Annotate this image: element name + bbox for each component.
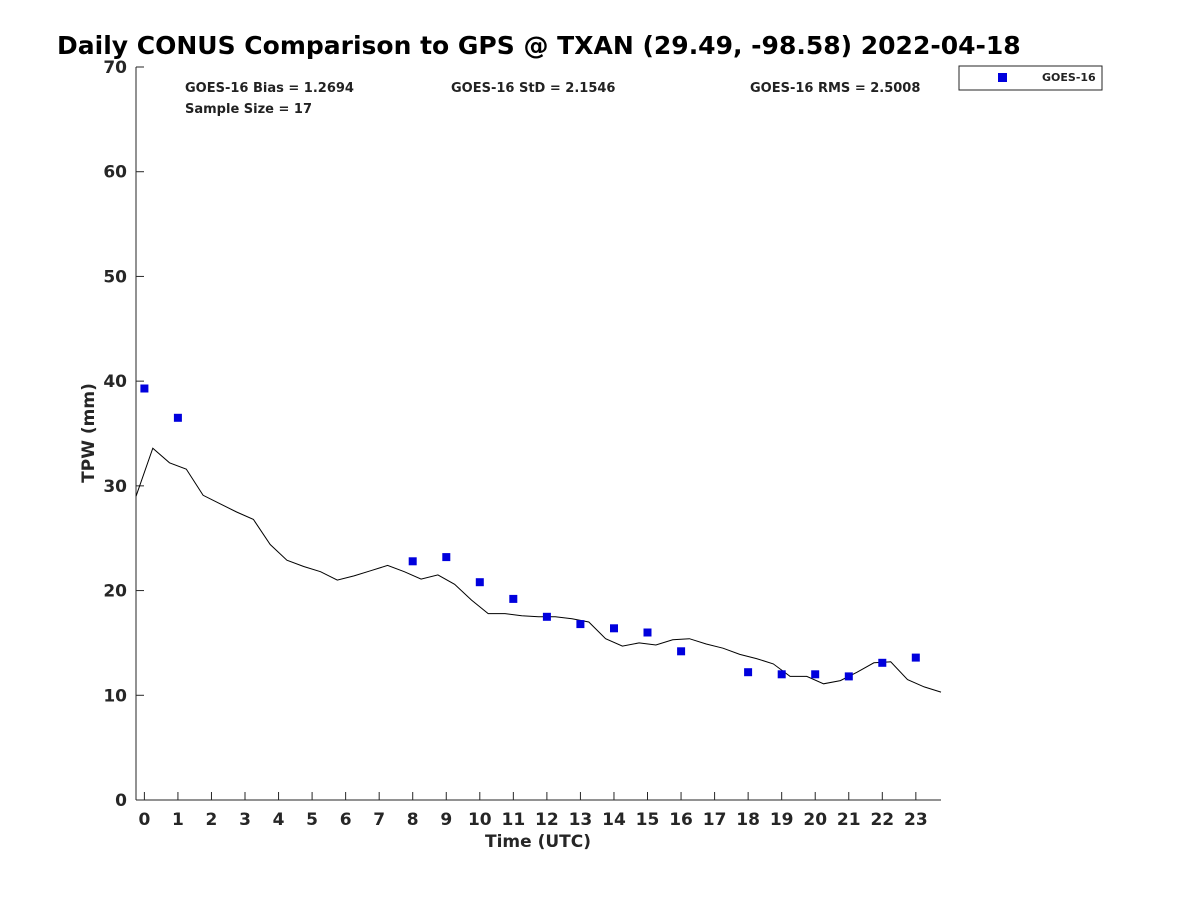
y-tick-label: 40 [103,372,127,392]
x-tick-label: 19 [770,810,794,830]
goes16-data-point [878,658,887,667]
goes16-data-point [777,670,786,679]
y-tick-label: 70 [103,58,127,78]
goes16-data-point [677,647,686,656]
stat-sample-size: Sample Size = 17 [185,102,312,117]
legend-box [958,65,1103,91]
x-tick-label: 6 [340,810,352,830]
plot-area [135,67,941,801]
goes16-data-point [442,553,451,562]
goes16-data-point [173,413,182,422]
x-tick-label: 16 [669,810,693,830]
x-tick-label: 23 [904,810,928,830]
goes16-data-point [408,557,417,566]
x-tick-label: 1 [172,810,184,830]
goes16-data-point [509,594,518,603]
x-tick-label: 18 [736,810,760,830]
goes16-data-point [844,672,853,681]
goes16-data-point [475,578,484,587]
stat-bias: GOES-16 Bias = 1.2694 [185,81,354,96]
y-tick-label: 30 [103,477,127,497]
x-tick-label: 10 [468,810,492,830]
stat-std: GOES-16 StD = 2.1546 [451,81,615,96]
goes16-data-point [140,384,149,393]
legend-label-goes16: GOES-16 [1042,71,1096,84]
y-tick-label: 60 [103,163,127,183]
goes16-data-point [811,670,820,679]
legend: GOES-16 [958,65,1103,91]
y-tick-label: 20 [103,582,127,602]
x-tick-label: 9 [440,810,452,830]
y-tick-label: 0 [115,791,127,811]
x-tick-label: 5 [306,810,318,830]
x-axis-label: Time (UTC) [485,832,591,852]
x-ticks: 0 1 2 3 4 5 6 7 8 9 10 11 12 13 14 15 16 17 18 19 20 21 22 23 [138,792,928,830]
x-tick-label: 4 [273,810,285,830]
goes16-marker-layer [140,384,920,681]
legend-marker-goes16 [998,73,1007,82]
x-tick-label: 8 [407,810,419,830]
y-ticks: 0 10 20 30 40 50 60 70 [103,58,144,811]
x-tick-label: 7 [373,810,385,830]
x-tick-label: 2 [206,810,218,830]
goes16-data-point [744,668,753,677]
gps-series-line [135,447,942,693]
goes16-data-point [542,612,551,621]
x-tick-label: 0 [138,810,150,830]
x-tick-label: 17 [703,810,727,830]
x-tick-label: 13 [569,810,593,830]
x-tick-label: 12 [535,810,559,830]
x-tick-label: 21 [837,810,861,830]
y-axis-label: TPW (mm) [79,383,99,483]
gps-line-layer [135,447,942,693]
x-tick-label: 22 [870,810,894,830]
x-tick-label: 20 [803,810,827,830]
stat-rms: GOES-16 RMS = 2.5008 [750,81,920,96]
x-tick-label: 14 [602,810,626,830]
y-tick-label: 10 [103,686,127,706]
x-tick-label: 3 [239,810,251,830]
x-tick-label: 15 [636,810,660,830]
stats-annotations: GOES-16 Bias = 1.2694 GOES-16 StD = 2.15… [185,81,920,117]
goes16-data-point [576,620,585,629]
goes16-data-point [610,624,618,633]
x-tick-label: 11 [502,810,526,830]
goes16-data-point [911,653,920,662]
goes16-data-point [643,628,652,637]
y-tick-label: 50 [103,267,127,287]
chart-title: Daily CONUS Comparison to GPS @ TXAN (29… [57,31,1021,60]
